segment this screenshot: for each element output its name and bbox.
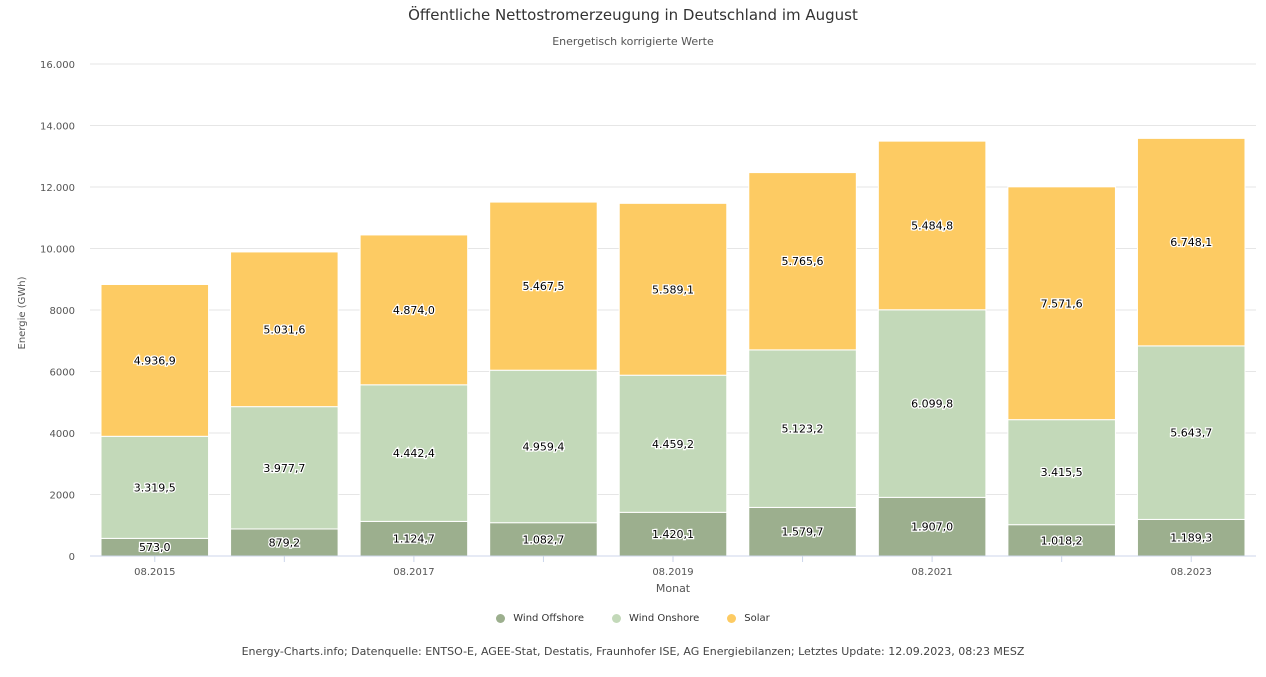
- data-label: 4.442,4: [393, 447, 435, 460]
- data-label: 573,0: [139, 541, 171, 554]
- y-tick-label: 0: [69, 552, 75, 563]
- data-label: 5.765,6: [782, 255, 824, 268]
- data-label: 4.459,2: [652, 438, 694, 451]
- data-label: 6.748,1: [1170, 236, 1212, 249]
- data-label: 3.319,5: [134, 481, 176, 494]
- bar-segment: [618, 511, 728, 557]
- bar-segment: [1136, 345, 1246, 520]
- data-label: 1.124,7: [393, 533, 435, 546]
- bar-segment: [748, 349, 857, 508]
- x-tick-label: 08.2021: [911, 567, 952, 578]
- bar-segment: [1007, 419, 1116, 526]
- chart-title: Öffentliche Nettostromerzeugung in Deuts…: [408, 6, 858, 24]
- data-label: 5.484,8: [911, 219, 953, 232]
- y-tick-label: 10.000: [40, 245, 75, 256]
- data-label: 6.099,8: [911, 398, 953, 411]
- bar-segment: [359, 520, 469, 557]
- chart-legend: Wind Offshore Wind Onshore Solar: [0, 613, 1266, 624]
- bar-segment: [100, 283, 210, 437]
- legend-label: Wind Offshore: [513, 613, 585, 624]
- bar-segment: [489, 201, 598, 371]
- legend-item-wind-onshore[interactable]: Wind Onshore: [612, 613, 699, 624]
- bar-segment: [489, 522, 598, 557]
- bar-segment: [1007, 524, 1116, 557]
- x-tick-label: 08.2015: [134, 567, 175, 578]
- bar-segment: [618, 202, 728, 376]
- x-axis-ticks: 08.2015 08.2017 08.2019 08.2021 08.2023: [134, 556, 1212, 578]
- x-tick-label: 08.2019: [652, 567, 693, 578]
- data-label: 5.031,6: [263, 323, 305, 336]
- legend-label: Wind Onshore: [629, 613, 700, 624]
- solar-marker: [727, 614, 737, 623]
- y-axis-label: Energie (GWh): [17, 276, 28, 349]
- data-label: 4.936,9: [134, 354, 176, 367]
- data-label: 4.959,4: [522, 440, 564, 453]
- x-axis-label: Monat: [656, 582, 691, 595]
- data-label: 5.643,7: [1170, 427, 1212, 440]
- data-labels: 573,0 3.319,5 4.936,9 879,2 3.977,7 5.031,6 1.…: [133, 218, 1214, 555]
- bar-segment: [100, 435, 210, 539]
- bar-segment: [877, 140, 987, 311]
- x-tick-label: 08.2017: [393, 567, 434, 578]
- bar-segment: [748, 506, 857, 557]
- data-label: 5.467,5: [522, 280, 564, 293]
- wind-offshore-marker: [496, 614, 506, 623]
- data-label: 3.977,7: [263, 462, 305, 475]
- data-label: 879,2: [269, 536, 301, 549]
- bar-segment: [877, 309, 987, 498]
- y-tick-label: 12.000: [40, 183, 75, 194]
- wind-onshore-marker: [612, 614, 622, 623]
- bar-segment: [230, 528, 339, 557]
- y-tick-label: 8000: [50, 306, 75, 317]
- data-label: 4.874,0: [393, 304, 435, 317]
- source-credits: Energy-Charts.info; Datenquelle: ENTSO-E…: [241, 645, 1025, 658]
- y-tick-label: 16.000: [40, 60, 75, 71]
- bar-segment: [1007, 186, 1116, 421]
- bar-segment: [230, 406, 339, 530]
- data-label: 1.579,7: [782, 526, 824, 539]
- bar-segment: [489, 369, 598, 524]
- legend-label: Solar: [744, 613, 770, 624]
- chart-subtitle: Energetisch korrigierte Werte: [552, 35, 714, 48]
- bar-segment: [230, 251, 339, 408]
- bar-segment: [1136, 137, 1246, 347]
- data-label: 3.415,5: [1041, 466, 1083, 479]
- data-label: 5.123,2: [782, 423, 824, 436]
- y-tick-label: 2000: [50, 491, 75, 502]
- y-tick-label: 6000: [50, 368, 75, 379]
- bar-segment: [359, 384, 469, 522]
- bar-segment: [748, 172, 857, 351]
- data-label: 1.082,7: [522, 533, 564, 546]
- y-tick-label: 14.000: [40, 122, 75, 133]
- data-label: 1.907,0: [911, 521, 953, 534]
- data-label: 7.571,6: [1041, 297, 1083, 310]
- legend-item-wind-offshore[interactable]: Wind Offshore: [496, 613, 584, 624]
- x-tick-label: 08.2023: [1171, 567, 1212, 578]
- bar-series: [100, 137, 1246, 557]
- y-axis-ticks: 0 2000 4000 6000 8000 10.000 12.000 14.000 16.00…: [40, 60, 75, 563]
- data-label: 1.189,3: [1170, 532, 1212, 545]
- bar-segment: [359, 234, 469, 386]
- bar-segment: [1136, 518, 1246, 557]
- data-label: 1.018,2: [1041, 534, 1083, 547]
- legend-item-solar[interactable]: Solar: [727, 613, 770, 624]
- data-label: 5.589,1: [652, 283, 694, 296]
- y-tick-label: 4000: [50, 429, 75, 440]
- data-label: 1.420,1: [652, 528, 694, 541]
